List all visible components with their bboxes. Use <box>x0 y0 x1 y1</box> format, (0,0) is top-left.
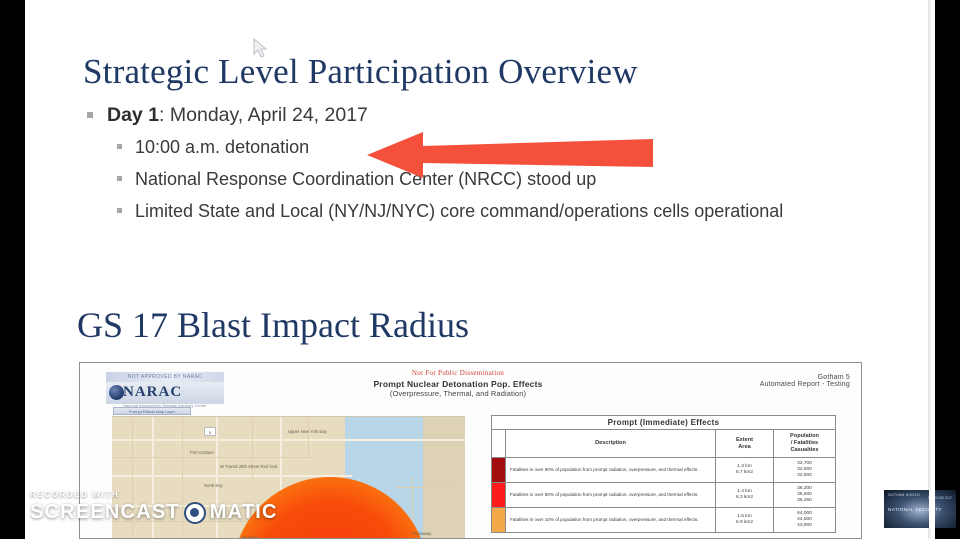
watermark-dot-icon <box>183 501 206 524</box>
table-row: Fatalities in over 50% of population fro… <box>491 482 836 508</box>
map-label: W Transit 28th Street Rail Yard <box>220 464 278 469</box>
severity-swatch <box>491 507 506 533</box>
map-label: Port Gotham <box>190 450 214 455</box>
narac-wordmark: NARAC <box>123 384 183 400</box>
list-item-label: 10:00 a.m. detonation <box>135 137 310 157</box>
map-layer-tab[interactable]: Prompt Effects Map Layer <box>113 407 191 415</box>
page-right-edge <box>928 0 931 539</box>
narac-report-embed: NOT APPROVED BY NARAC NARAC National Atm… <box>79 362 862 539</box>
row-extent: 1.3 km 6.7 km2 <box>715 457 774 483</box>
map-label: Brooklyn <box>242 535 259 539</box>
bullet-square-icon <box>87 112 93 118</box>
badge-line-2: NATIONAL SECURITY <box>888 507 942 512</box>
dissemination-banner: Not For Public Dissemination <box>411 369 505 377</box>
narac-logo-main: NARAC <box>106 382 224 404</box>
watermark-wordmark: SCREENCAST MATIC <box>30 501 278 524</box>
list-item-label: Limited State and Local (NY/NJ/NYC) core… <box>135 201 784 221</box>
bullet-square-icon <box>117 176 122 181</box>
watermark-top-label: RECORDED WITH <box>30 490 120 499</box>
badge-line-1: GOTHAM SHIELD <box>888 493 920 497</box>
table-caption: Prompt (Immediate) Effects <box>491 415 836 430</box>
globe-icon <box>109 385 124 400</box>
report-title-block: Not For Public Dissemination Prompt Nucl… <box>308 369 608 398</box>
blast-radius-map[interactable]: 5 Upper New York Bay Port Gotham W Trans… <box>112 416 465 539</box>
list-item-label: : Monday, April 24, 2017 <box>159 104 368 126</box>
letterbox-left <box>0 0 25 539</box>
narac-logo-strip: NOT APPROVED BY NARAC <box>106 372 224 382</box>
page-title: Strategic Level Participation Overview <box>83 52 638 91</box>
list-item-label-bold: Day 1 <box>107 104 160 126</box>
table-header-row: Description Extent Area Population / Fatal… <box>491 429 836 458</box>
bullet-list: Day 1: Monday, April 24, 2017 10:00 a.m.… <box>85 102 845 224</box>
row-population: 36,200 36,600 36,250 <box>773 482 836 508</box>
report-type-label: Automated Report - Testing <box>759 381 850 388</box>
report-header: NOT APPROVED BY NARAC NARAC National Atm… <box>80 363 861 411</box>
narac-logo-footer: National Atmospheric Release Advisory Ce… <box>123 404 207 408</box>
badge-mask <box>929 490 935 528</box>
list-item-label: National Response Coordination Center (N… <box>135 169 597 189</box>
row-description: Fatalities in over 50% of population fro… <box>505 482 716 508</box>
row-description: Fatalities in over 90% of population fro… <box>505 457 716 483</box>
row-population: 32,700 32,500 32,500 <box>773 457 836 483</box>
bullet-square-icon <box>117 144 122 149</box>
map-label: Rockaway <box>412 531 432 536</box>
report-meta: Gotham 5 Automated Report - Testing <box>720 374 850 388</box>
column-header-extent: Extent Area <box>715 429 774 458</box>
column-header-population: Population / Fatalities Casualties <box>773 429 836 458</box>
mouse-cursor-icon <box>253 38 268 58</box>
watermark-left-label: SCREENCAST <box>30 501 180 523</box>
badge-line-3: EXERCISE 2017 <box>927 496 952 500</box>
red-left-arrow <box>367 132 653 178</box>
severity-swatch <box>491 457 506 483</box>
report-subheading: (Overpressure, Thermal, and Radiation) <box>389 389 527 398</box>
slide-page: Strategic Level Participation Overview D… <box>25 0 935 539</box>
row-extent: 1.5 km 6.9 km2 <box>715 507 774 533</box>
map-label: North Bay <box>204 483 223 488</box>
column-header-description: Description <box>505 429 716 458</box>
list-item: Limited State and Local (NY/NJ/NYC) core… <box>113 199 845 224</box>
bullet-square-icon <box>117 208 122 213</box>
table-row: Fatalities in over 90% of population fro… <box>491 457 836 483</box>
report-scenario-name: Gotham 5 <box>817 374 850 381</box>
section-title: GS 17 Blast Impact Radius <box>77 305 469 345</box>
row-description: Fatalities in over 10% of population fro… <box>505 507 716 533</box>
map-marker-chip: 5 <box>204 427 216 436</box>
list-item: 10:00 a.m. detonation <box>113 135 845 160</box>
screencast-o-matic-watermark: RECORDED WITH SCREENCAST MATIC <box>30 490 278 524</box>
severity-swatch <box>491 482 506 508</box>
exercise-badge-thumbnail: GOTHAM SHIELD EXERCISE 2017 NATIONAL SEC… <box>884 490 956 528</box>
table-row: Fatalities in over 10% of population fro… <box>491 507 836 533</box>
prompt-effects-table: Prompt (Immediate) Effects Description E… <box>491 415 836 533</box>
row-extent: 1.4 km 6.3 km2 <box>715 482 774 508</box>
report-heading: Prompt Nuclear Detonation Pop. Effects <box>373 379 543 389</box>
list-item: Day 1: Monday, April 24, 2017 <box>85 102 845 128</box>
column-header-swatch <box>491 429 506 458</box>
letterbox-right <box>935 0 960 539</box>
narac-logo: NOT APPROVED BY NARAC NARAC National Atm… <box>106 372 226 408</box>
map-far-landmass <box>423 417 465 538</box>
table-caption-row: Prompt (Immediate) Effects <box>491 415 836 430</box>
row-population: 64,000 44,500 43,900 <box>773 507 836 533</box>
list-item: National Response Coordination Center (N… <box>113 167 845 192</box>
map-label: Upper New York Bay <box>288 429 327 434</box>
watermark-right-label: MATIC <box>209 501 278 523</box>
